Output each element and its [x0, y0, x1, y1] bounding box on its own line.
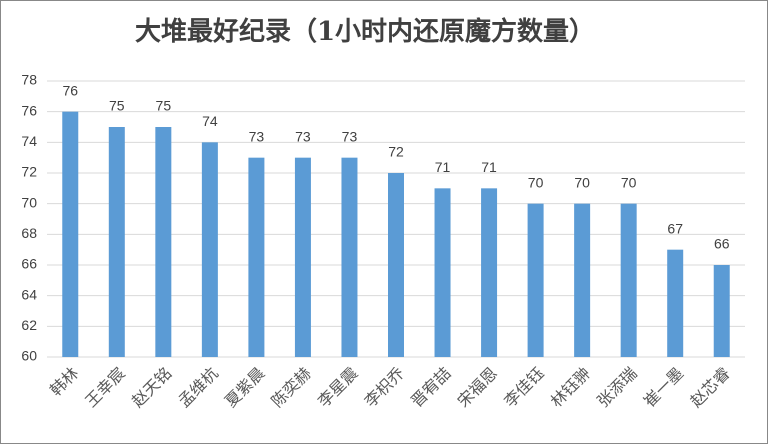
- value-label: 76: [62, 82, 78, 98]
- bar: [62, 111, 79, 358]
- value-label: 73: [342, 128, 358, 144]
- bar: [434, 188, 451, 357]
- bar: [574, 203, 591, 357]
- y-tick-label: 64: [21, 286, 37, 302]
- y-tick-label: 76: [21, 102, 37, 118]
- value-label: 70: [528, 174, 544, 190]
- value-label: 66: [714, 236, 730, 252]
- y-tick-label: 70: [21, 194, 37, 210]
- y-tick-label: 66: [21, 256, 37, 272]
- bar: [294, 157, 311, 357]
- bar: [713, 265, 730, 357]
- value-label: 75: [156, 98, 172, 114]
- value-label: 75: [109, 98, 125, 114]
- value-label: 71: [481, 159, 497, 175]
- y-tick-label: 60: [21, 348, 37, 364]
- value-label: 71: [435, 159, 451, 175]
- value-label: 74: [202, 113, 218, 129]
- value-label: 73: [295, 128, 311, 144]
- bar: [248, 157, 265, 357]
- bar: [388, 173, 404, 357]
- y-tick-label: 68: [21, 225, 37, 241]
- chart-title: 大堆最好纪录（1小时内还原魔方数量）: [135, 16, 595, 47]
- y-tick-label: 78: [21, 72, 37, 88]
- value-label: 73: [249, 128, 265, 144]
- bar: [155, 127, 172, 357]
- y-tick-label: 62: [21, 317, 37, 333]
- bar: [108, 127, 125, 357]
- bar: [527, 203, 544, 357]
- bar: [667, 249, 684, 357]
- bar: [341, 157, 358, 357]
- value-label: 67: [667, 220, 683, 236]
- y-tick-label: 74: [21, 133, 37, 149]
- y-tick-label: 72: [21, 164, 37, 180]
- value-label: 70: [574, 174, 590, 190]
- value-label: 72: [388, 144, 404, 160]
- value-label: 70: [621, 174, 637, 190]
- bar: [201, 142, 218, 357]
- bar: [481, 188, 498, 357]
- bar: [620, 203, 637, 357]
